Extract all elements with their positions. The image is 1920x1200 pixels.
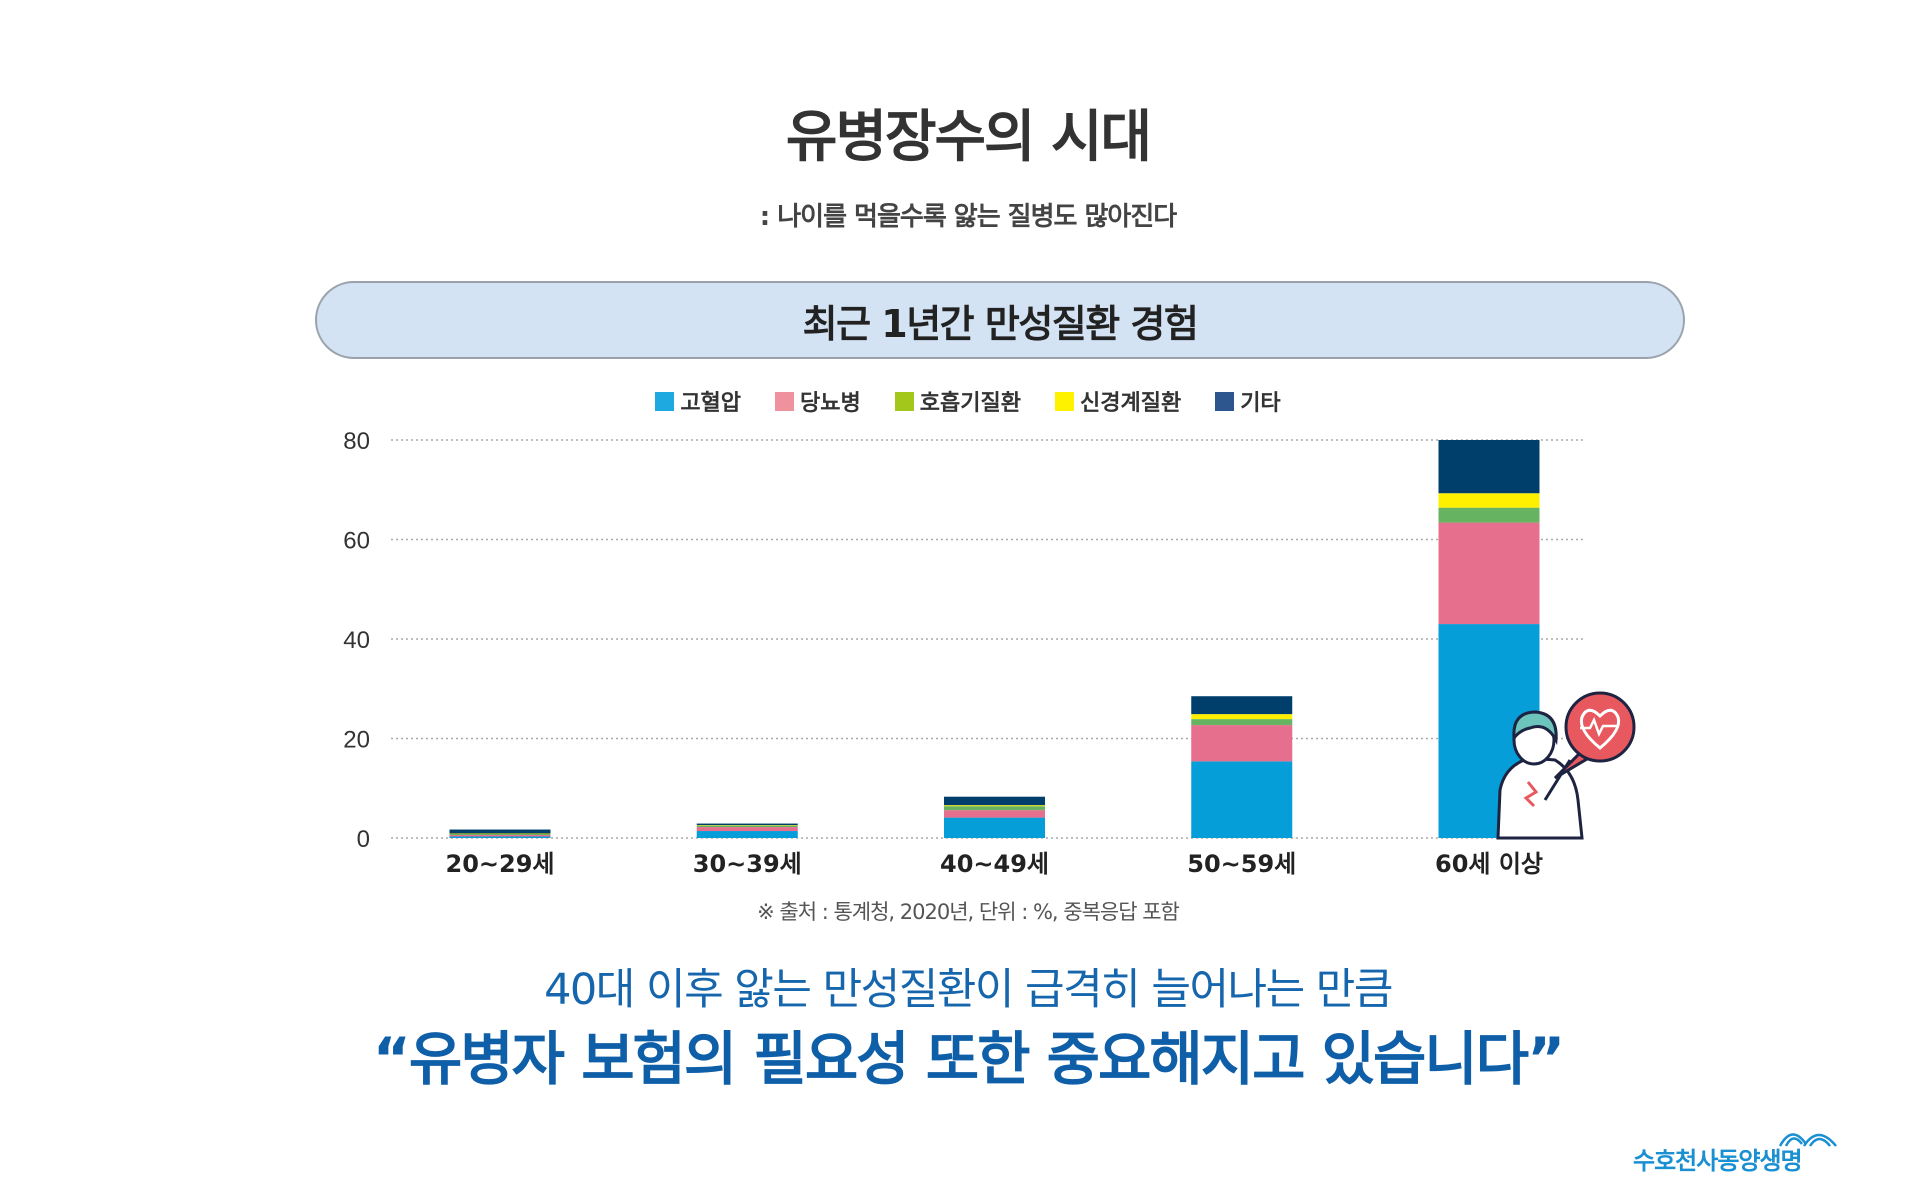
legend-label: 고혈압 — [680, 391, 742, 416]
bar-segment-고혈압 — [1191, 761, 1293, 838]
y-tick-label: 60 — [343, 528, 370, 555]
x-tick-label: 60세 이상 — [1435, 850, 1543, 878]
bar-segment-당뇨병 — [944, 810, 1045, 818]
y-tick-label: 20 — [343, 727, 370, 754]
bar-segment-호흡기질환 — [1191, 719, 1293, 726]
bar-segment-당뇨병 — [696, 827, 798, 832]
bar-segment-호흡기질환 — [696, 825, 798, 828]
bar-segment-기타 — [696, 823, 798, 826]
bar-segment-당뇨병 — [1191, 725, 1293, 762]
y-tick-label: 0 — [357, 826, 370, 853]
y-tick-label: 80 — [343, 428, 370, 455]
bar-segment-호흡기질환 — [1438, 507, 1540, 523]
x-tick-label: 20~29세 — [446, 850, 555, 878]
bar-segment-고혈압 — [449, 836, 551, 838]
legend-item: 호흡기질환 — [894, 385, 1021, 417]
legend-item: 기타 — [1215, 385, 1281, 417]
bar-segment-호흡기질환 — [449, 834, 551, 836]
x-tick-label: 40~49세 — [940, 850, 1049, 878]
wave-logo-icon — [1778, 1133, 1837, 1147]
message-line-1: 40대 이후 앓는 만성질환이 급격히 늘어나는 만큼 — [544, 965, 1393, 1015]
legend-label: 신경계질환 — [1079, 391, 1182, 416]
source-note: ※ 출처 : 통계청, 2020년, 단위 : %, 중복응답 포함 — [757, 900, 1180, 924]
legend-label: 호흡기질환 — [919, 391, 1021, 416]
legend-swatch — [894, 391, 914, 411]
legend: 고혈압 당뇨병 호흡기질환 신경계질환 기타 — [0, 385, 1920, 417]
legend-label: 기타 — [1240, 391, 1281, 416]
stacked-bar-chart: 0 20 40 60 80 20~29세 30~39세 40~49세 50~59세 60세 이상 — [343, 428, 1636, 878]
legend-item: 고혈압 — [655, 385, 741, 417]
logo-text: 수호천사동양생명 — [1633, 1147, 1803, 1175]
bar-segment-고혈압 — [944, 817, 1045, 838]
y-tick-label: 40 — [343, 627, 370, 654]
x-tick-label: 30~39세 — [693, 850, 802, 878]
x-tick-label: 50~59세 — [1187, 850, 1296, 878]
chart-title-banner: 최근 1년간 만성질환 경험 — [315, 281, 1685, 359]
bar-segment-호흡기질환 — [944, 806, 1045, 811]
legend-item: 신경계질환 — [1054, 385, 1182, 417]
legend-label: 당뇨병 — [800, 391, 861, 416]
legend-swatch — [1054, 391, 1074, 411]
bar-segment-당뇨병 — [1438, 522, 1540, 625]
page-title: 유병장수의 시대 — [785, 105, 1152, 170]
bar-segment-신경계질환 — [944, 805, 1045, 807]
person-heartbeat-icon — [1496, 691, 1636, 840]
bar-segment-기타 — [1438, 440, 1540, 494]
bar-segment-당뇨병 — [449, 835, 551, 837]
company-logo: 수호천사동양생명 — [1633, 1126, 1843, 1176]
page-subtitle: : 나이를 먹을수록 앓는 질병도 많아진다 — [759, 202, 1177, 232]
message-line-2: “유병자 보험의 필요성 또한 중요해지고 있습니다” — [372, 1025, 1565, 1093]
legend-swatch — [775, 391, 795, 411]
legend-swatch — [655, 391, 675, 411]
bar-segment-고혈압 — [696, 831, 798, 838]
bar-segment-신경계질환 — [1438, 493, 1540, 508]
bar-segment-기타 — [944, 796, 1045, 806]
bar-segment-신경계질환 — [1191, 714, 1293, 720]
bar-segment-기타 — [449, 829, 551, 834]
bar-segment-기타 — [1191, 696, 1293, 715]
chart-title: 최근 1년간 만성질환 경험 — [802, 301, 1199, 346]
legend-swatch — [1215, 391, 1235, 411]
legend-item: 당뇨병 — [775, 385, 861, 417]
